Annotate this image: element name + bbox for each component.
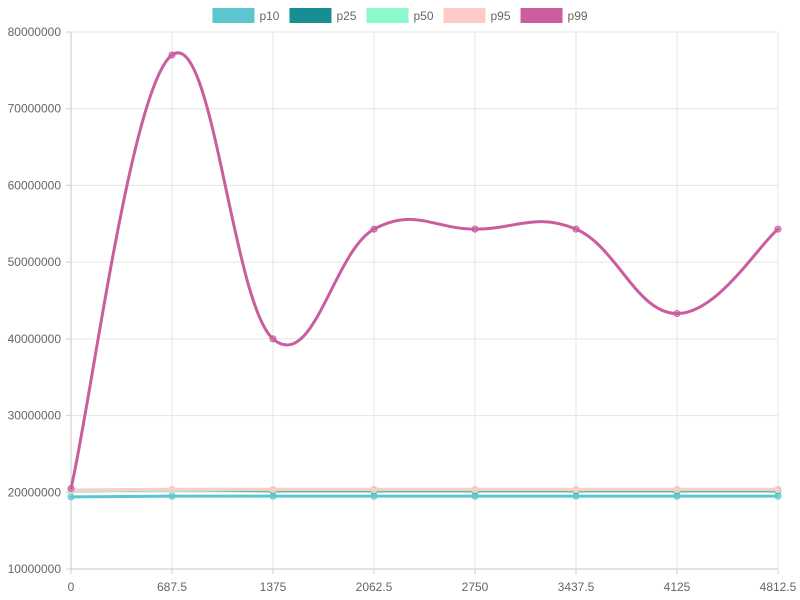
y-tick-label: 50000000 [8,255,62,269]
data-point-p95[interactable] [573,486,579,492]
data-point-p99[interactable] [674,311,680,317]
y-tick-label: 60000000 [8,178,62,192]
y-tick-label: 30000000 [8,409,62,423]
y-tick-label: 20000000 [8,485,62,499]
data-point-p95[interactable] [472,486,478,492]
legend-label: p95 [491,9,511,23]
data-point-p99[interactable] [169,52,175,58]
legend-swatch [212,8,254,23]
legend-label: p50 [413,9,433,23]
legend-item-p50[interactable]: p50 [366,8,433,23]
data-point-p10[interactable] [68,494,74,500]
legend-swatch [521,8,563,23]
y-tick-label: 40000000 [8,332,62,346]
x-axis-ticks: 0 687.5 1375 2062.5 2750 3437.5 4125 4812.5 [68,569,797,594]
data-point-p99[interactable] [472,226,478,232]
series-p10 [68,493,781,500]
legend-item-p10[interactable]: p10 [212,8,279,23]
x-tick-label: 0 [68,580,75,594]
x-tick-label: 3437.5 [558,580,595,594]
legend-swatch [444,8,486,23]
series-line-p95 [71,489,778,490]
data-point-p99[interactable] [68,485,74,491]
legend-label: p10 [259,9,279,23]
y-tick-label: 10000000 [8,562,62,576]
legend-item-p99[interactable]: p99 [521,8,588,23]
legend-swatch [366,8,408,23]
y-tick-label: 70000000 [8,102,62,116]
x-tick-label: 1375 [260,580,287,594]
legend-item-p25[interactable]: p25 [289,8,356,23]
data-point-p10[interactable] [169,493,175,499]
legend-swatch [289,8,331,23]
legend[interactable]: p10 p25 p50 p95 p99 [212,8,587,23]
series-group [68,52,781,500]
x-tick-label: 4812.5 [760,580,797,594]
data-point-p95[interactable] [371,486,377,492]
data-point-p99[interactable] [270,336,276,342]
data-point-p99[interactable] [573,226,579,232]
series-p99 [68,52,781,491]
y-axis-ticks: 10000000 20000000 30000000 40000000 50000000… [8,25,71,576]
y-tick-label: 80000000 [8,25,62,39]
data-point-p95[interactable] [674,486,680,492]
x-tick-label: 2062.5 [356,580,393,594]
data-point-p95[interactable] [169,486,175,492]
data-point-p99[interactable] [371,226,377,232]
legend-label: p25 [336,9,356,23]
legend-item-p95[interactable]: p95 [444,8,511,23]
data-point-p99[interactable] [775,226,781,232]
data-point-p95[interactable] [270,486,276,492]
series-line-p99 [71,53,778,489]
data-point-p95[interactable] [775,486,781,492]
legend-label: p99 [568,9,588,23]
series-line-p10 [71,496,778,497]
x-tick-label: 4125 [664,580,691,594]
x-tick-label: 2750 [462,580,489,594]
x-tick-label: 687.5 [157,580,187,594]
